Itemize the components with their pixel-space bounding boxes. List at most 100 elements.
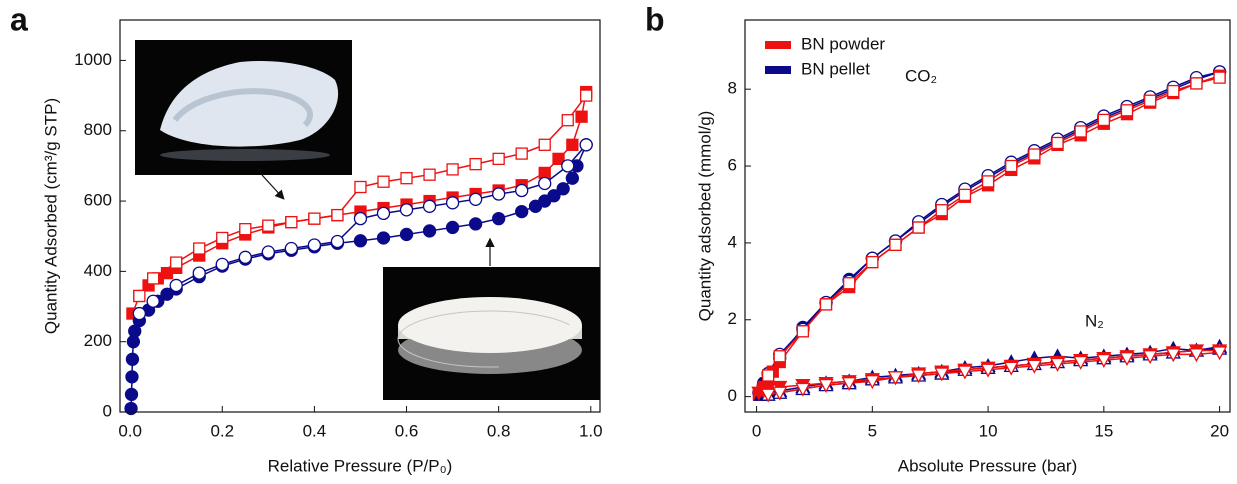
marker bbox=[354, 180, 367, 194]
marker bbox=[1096, 353, 1112, 368]
x-tick-label: 0.6 bbox=[395, 421, 419, 440]
marker bbox=[192, 266, 206, 280]
marker bbox=[193, 242, 206, 255]
marker bbox=[1165, 348, 1181, 363]
powder-reflection bbox=[160, 149, 330, 161]
marker bbox=[422, 224, 437, 238]
y-tick-label: 0 bbox=[103, 401, 112, 420]
marker bbox=[957, 365, 973, 380]
marker bbox=[552, 152, 565, 166]
y-tick-label: 6 bbox=[728, 156, 737, 175]
marker bbox=[376, 231, 391, 245]
marker bbox=[377, 175, 390, 188]
marker bbox=[1188, 348, 1205, 363]
marker bbox=[579, 138, 593, 152]
marker bbox=[1003, 361, 1019, 376]
annotation: N₂ bbox=[1085, 311, 1104, 330]
marker bbox=[762, 369, 775, 382]
marker bbox=[795, 382, 811, 397]
marker bbox=[843, 277, 856, 290]
marker bbox=[1049, 357, 1066, 372]
marker bbox=[132, 306, 146, 321]
marker bbox=[538, 138, 551, 151]
x-tick-label: 0 bbox=[752, 421, 761, 440]
legend-label: BN pellet bbox=[801, 59, 870, 78]
marker bbox=[1211, 346, 1228, 361]
marker bbox=[216, 231, 229, 245]
marker bbox=[889, 238, 902, 251]
marker bbox=[147, 272, 160, 285]
marker bbox=[958, 188, 972, 202]
marker bbox=[124, 401, 138, 416]
marker bbox=[580, 89, 593, 102]
y-tick-label: 0 bbox=[728, 386, 737, 405]
marker bbox=[912, 221, 925, 234]
marker bbox=[760, 388, 776, 403]
marker bbox=[262, 219, 275, 232]
marker bbox=[1143, 94, 1157, 107]
marker bbox=[556, 182, 570, 196]
y-tick-label: 800 bbox=[84, 120, 112, 139]
y-tick-label: 8 bbox=[728, 79, 737, 98]
marker bbox=[538, 176, 552, 191]
marker bbox=[307, 238, 322, 252]
marker bbox=[492, 152, 505, 166]
marker bbox=[331, 208, 344, 222]
marker bbox=[1213, 71, 1226, 84]
marker bbox=[422, 199, 437, 213]
panel-letter: a bbox=[10, 1, 28, 37]
series-line bbox=[767, 71, 1220, 374]
series-line bbox=[758, 71, 1220, 394]
marker bbox=[864, 375, 880, 390]
marker bbox=[308, 212, 321, 225]
marker bbox=[1074, 125, 1087, 138]
y-axis-label: Quantity Adsorbed (cm³/g STP) bbox=[41, 98, 60, 334]
legend-swatch bbox=[765, 66, 791, 74]
series bbox=[762, 71, 1226, 382]
series-line bbox=[761, 345, 1220, 396]
marker bbox=[376, 206, 391, 221]
x-tick-label: 20 bbox=[1210, 421, 1229, 440]
x-tick-label: 1.0 bbox=[579, 421, 603, 440]
marker bbox=[772, 386, 788, 401]
y-tick-label: 4 bbox=[728, 232, 737, 251]
x-tick-label: 0.8 bbox=[487, 421, 511, 440]
marker bbox=[515, 147, 528, 160]
marker bbox=[492, 211, 506, 226]
pellet-top bbox=[398, 297, 582, 353]
marker bbox=[125, 352, 140, 366]
x-tick-label: 0.0 bbox=[118, 421, 142, 440]
marker bbox=[124, 387, 139, 402]
y-tick-label: 200 bbox=[84, 331, 112, 350]
arrow bbox=[261, 174, 285, 200]
y-tick-label: 600 bbox=[84, 191, 112, 210]
marker bbox=[911, 369, 927, 384]
x-tick-label: 0.4 bbox=[303, 421, 327, 440]
plot-area: 0 200 400 600 800 1000 0.0 0.2 0.4 0.6 0.8 1.0 bbox=[74, 19, 603, 440]
panel-letter: b bbox=[645, 1, 665, 37]
legend-swatch bbox=[765, 41, 791, 49]
marker bbox=[468, 217, 483, 231]
marker bbox=[866, 255, 879, 269]
marker bbox=[1051, 136, 1064, 150]
marker bbox=[1190, 77, 1203, 90]
marker bbox=[934, 367, 950, 382]
marker bbox=[547, 189, 561, 203]
x-tick-label: 15 bbox=[1094, 421, 1113, 440]
marker bbox=[1028, 148, 1041, 161]
marker bbox=[284, 241, 299, 256]
marker bbox=[818, 378, 834, 393]
marker bbox=[423, 168, 436, 181]
marker bbox=[887, 371, 904, 386]
marker bbox=[1097, 113, 1110, 127]
marker bbox=[468, 192, 483, 206]
marker bbox=[515, 183, 529, 198]
marker bbox=[1005, 159, 1018, 173]
marker bbox=[146, 294, 160, 308]
y-tick-label: 1000 bbox=[74, 50, 112, 69]
x-tick-label: 0.2 bbox=[210, 421, 234, 440]
powder-shade bbox=[172, 88, 314, 128]
axis-frame bbox=[744, 19, 1231, 413]
x-tick-label: 10 bbox=[979, 421, 998, 440]
